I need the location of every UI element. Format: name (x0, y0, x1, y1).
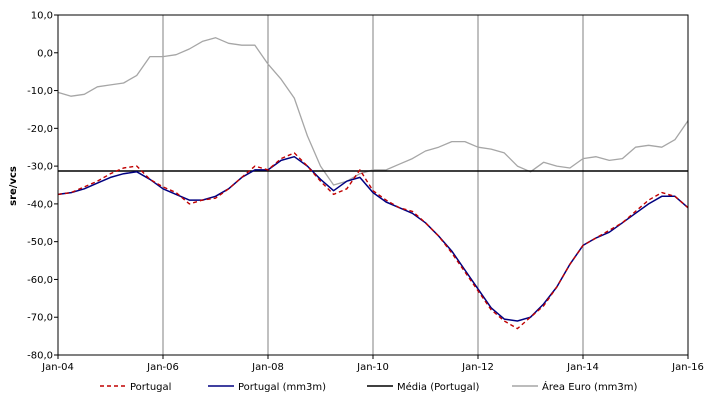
legend-item-media-portugal: Média (Portugal) (367, 381, 480, 393)
vertical-gridlines (162, 15, 584, 355)
y-tick-label: -60,0 (27, 275, 53, 286)
portugal-line (57, 152, 689, 330)
plot-axes (54, 14, 689, 359)
x-tick-label: Jan-10 (356, 362, 389, 373)
y-tick-label: -20,0 (27, 124, 53, 135)
legend: Portugal Portugal (mm3m) Média (Portugal) Á… (100, 380, 638, 393)
y-tick-label: -80,0 (27, 351, 53, 362)
x-tick-label: Jan-08 (251, 362, 284, 373)
x-tick-label: Jan-12 (461, 362, 494, 373)
y-tick-label: -10,0 (27, 86, 53, 97)
plot-frame (57, 14, 689, 356)
y-tick-label: 0,0 (37, 48, 53, 59)
legend-item-portugal-mm3m: Portugal (mm3m) (208, 382, 326, 393)
y-tick-label: -30,0 (27, 162, 53, 173)
x-tick-label: Jan-04 (41, 362, 74, 373)
legend-label: Portugal (130, 382, 171, 393)
legend-item-area-euro: Área Euro (mm3m) (512, 380, 638, 393)
y-axis-tick-labels: 10,0 0,0 -10,0 -20,0 -30,0 -40,0 -50,0 -60,0 -70… (27, 11, 53, 362)
area-euro-line (57, 37, 689, 186)
series-lines (57, 37, 689, 330)
x-tick-label: Jan-16 (671, 362, 704, 373)
legend-item-portugal: Portugal (100, 382, 171, 393)
x-tick-label: Jan-06 (146, 362, 179, 373)
y-tick-label: -40,0 (27, 199, 53, 210)
x-axis-tick-labels: Jan-04 Jan-06 Jan-08 Jan-10 Jan-12 Jan-14 Jan-… (41, 362, 704, 373)
x-tick-label: Jan-14 (566, 362, 599, 373)
legend-label: Média (Portugal) (397, 381, 480, 393)
y-tick-label: 10,0 (31, 11, 53, 22)
legend-label: Área Euro (mm3m) (542, 380, 638, 393)
y-tick-label: -50,0 (27, 237, 53, 248)
y-axis-label: sre/vcs (8, 166, 19, 206)
y-tick-label: -70,0 (27, 313, 53, 324)
legend-label: Portugal (mm3m) (238, 382, 326, 393)
